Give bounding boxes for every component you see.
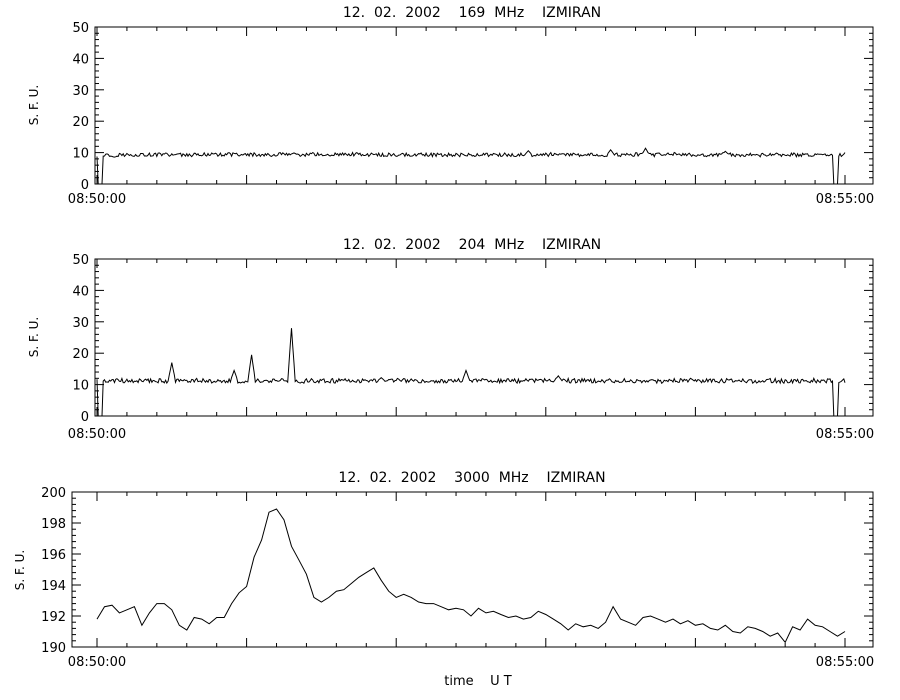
y-axis-label-169mhz: S. F. U. <box>27 85 41 125</box>
y-tick-label: 20 <box>72 347 89 362</box>
chart-title-169mhz: 12. 02. 2002 169 MHz IZMIRAN <box>343 5 601 21</box>
series-line-204mhz <box>96 328 846 417</box>
x-end-label-204mhz: 08:55:00 <box>816 427 874 442</box>
series-line-169mhz <box>96 147 846 185</box>
y-tick-label: 192 <box>41 610 66 625</box>
y-tick-label: 0 <box>81 410 89 425</box>
x-start-label-3000mhz: 08:50:00 <box>68 655 126 670</box>
y-ticks-3000mhz: 190 192 194 196 198 200 <box>41 486 873 656</box>
y-tick-label: 30 <box>72 316 89 331</box>
x-ticks-169mhz <box>96 27 846 184</box>
y-tick-label: 194 <box>41 579 66 594</box>
x-start-label-169mhz: 08:50:00 <box>68 192 126 207</box>
y-ticks-204mhz: 0 10 20 30 40 50 <box>72 253 873 425</box>
y-tick-label: 10 <box>72 379 89 394</box>
x-start-label-204mhz: 08:50:00 <box>68 427 126 442</box>
panel-3000mhz: 12. 02. 2002 3000 MHz IZMIRAN S. F. U. 1… <box>13 470 874 689</box>
panel-204mhz: 12. 02. 2002 204 MHz IZMIRAN S. F. U. 0 1… <box>27 237 874 442</box>
y-tick-label: 50 <box>72 21 89 36</box>
y-tick-label: 10 <box>72 147 89 162</box>
x-end-label-3000mhz: 08:55:00 <box>816 655 874 670</box>
y-axis-label-204mhz: S. F. U. <box>27 317 41 357</box>
y-tick-label: 190 <box>41 641 66 656</box>
y-tick-label: 200 <box>41 486 66 501</box>
series-line-3000mhz <box>96 508 846 644</box>
chart-title-3000mhz: 12. 02. 2002 3000 MHz IZMIRAN <box>338 470 605 486</box>
y-tick-label: 20 <box>72 115 89 130</box>
y-tick-label: 40 <box>72 52 89 67</box>
y-tick-label: 0 <box>81 178 89 193</box>
chart-title-204mhz: 12. 02. 2002 204 MHz IZMIRAN <box>343 237 601 253</box>
y-ticks-169mhz: 0 10 20 30 40 50 <box>72 21 873 193</box>
x-axis-label-3000mhz: time U T <box>444 674 512 689</box>
x-end-label-169mhz: 08:55:00 <box>816 192 874 207</box>
y-axis-label-3000mhz: S. F. U. <box>13 550 27 590</box>
x-ticks-3000mhz <box>96 492 846 647</box>
y-tick-label: 198 <box>41 517 66 532</box>
y-tick-label: 30 <box>72 84 89 99</box>
y-tick-label: 40 <box>72 284 89 299</box>
y-tick-label: 50 <box>72 253 89 268</box>
plot-frame-169mhz <box>94 26 874 185</box>
y-tick-label: 196 <box>41 548 66 563</box>
panel-169mhz: 12. 02. 2002 169 MHz IZMIRAN S. F. U. 0 1… <box>27 5 874 207</box>
plot-frame-204mhz <box>94 258 874 417</box>
x-ticks-204mhz <box>96 259 846 416</box>
plot-frame-3000mhz <box>71 491 874 648</box>
